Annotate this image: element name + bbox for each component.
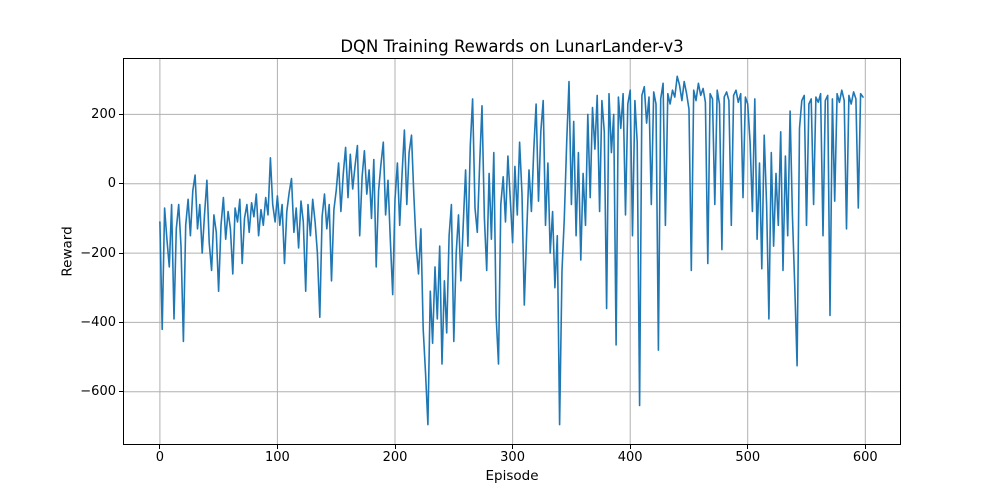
x-tick-mark	[394, 445, 396, 449]
plot-area	[123, 58, 901, 445]
y-tick-mark	[119, 183, 123, 185]
y-tick-label: −200	[80, 245, 116, 261]
y-tick-mark	[119, 391, 123, 393]
x-tick-label: 600	[852, 450, 878, 465]
x-axis-label: Episode	[485, 468, 539, 484]
x-tick-label: 400	[617, 450, 643, 465]
y-tick-label: 200	[91, 106, 116, 122]
y-tick-mark	[119, 321, 123, 323]
x-tick-label: 500	[735, 450, 761, 465]
x-tick-label: 300	[500, 450, 525, 465]
x-tick-mark	[276, 445, 278, 449]
x-tick-label: 200	[382, 450, 408, 465]
reward-series-line	[159, 75, 864, 426]
y-tick-label: 0	[107, 176, 116, 192]
x-tick-label: 0	[155, 450, 164, 465]
chart-title: DQN Training Rewards on LunarLander-v3	[340, 37, 684, 56]
y-tick-label: −600	[80, 384, 116, 400]
x-tick-mark	[864, 445, 866, 449]
x-tick-label: 100	[265, 450, 290, 465]
y-tick-mark	[119, 113, 123, 115]
x-tick-mark	[512, 445, 514, 449]
x-tick-mark	[629, 445, 631, 449]
x-tick-mark	[747, 445, 749, 449]
y-tick-label: −400	[80, 314, 116, 330]
reward-line-chart	[124, 59, 900, 444]
y-tick-mark	[119, 252, 123, 254]
x-tick-mark	[159, 445, 161, 449]
